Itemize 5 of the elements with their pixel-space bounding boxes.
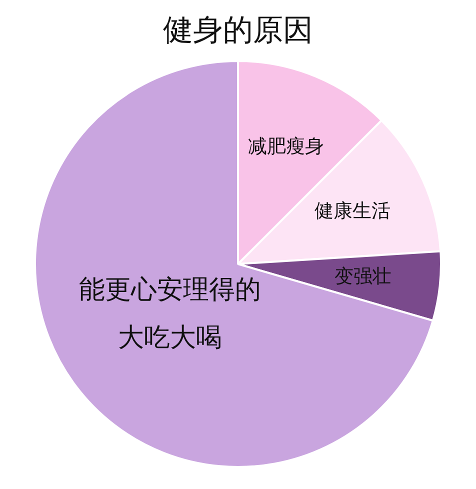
slice-label: 能更心安理得的大吃大喝	[78, 274, 261, 353]
slice-label: 变强壮	[334, 266, 392, 288]
chart-title: 健身的原因	[163, 12, 313, 48]
slice-label: 减肥瘦身	[248, 136, 324, 158]
slice-label: 健康生活	[314, 200, 391, 222]
